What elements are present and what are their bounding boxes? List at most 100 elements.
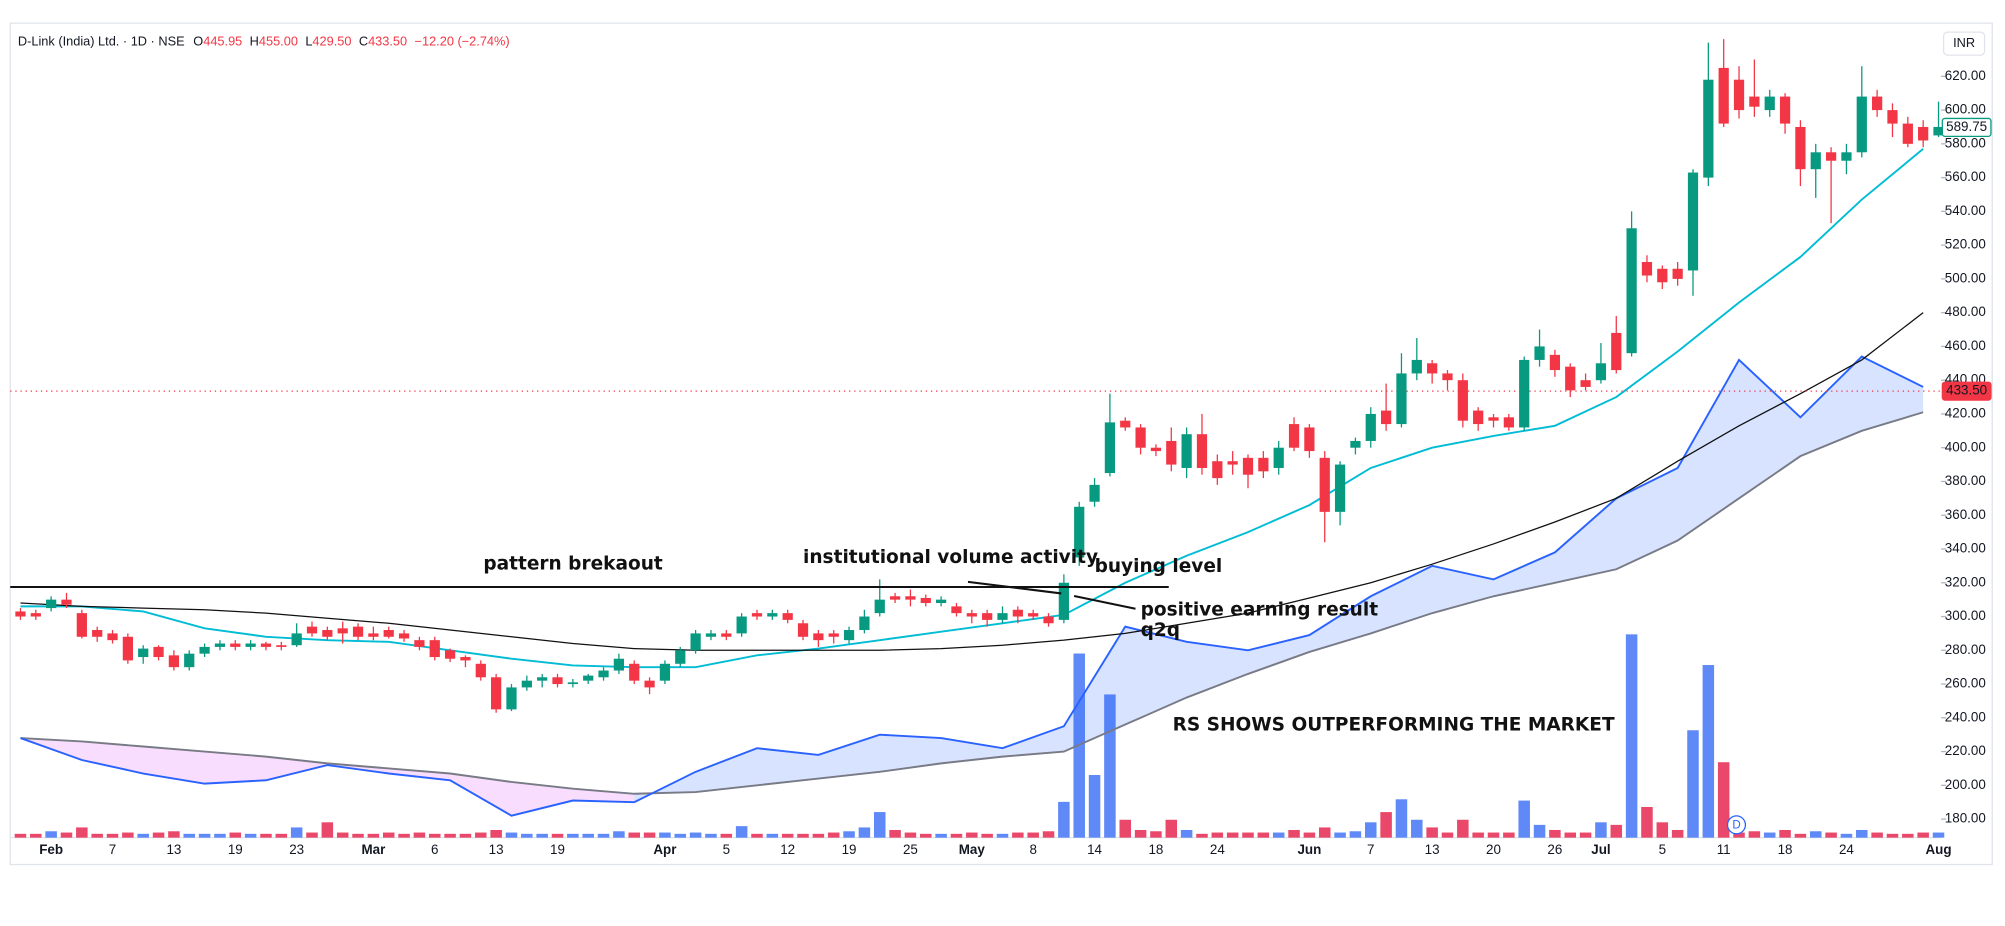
candle-body	[1012, 609, 1023, 617]
candle-body	[1104, 422, 1116, 474]
candle-body	[475, 663, 486, 678]
volume-bar	[1242, 832, 1254, 838]
volume-bar	[567, 833, 579, 838]
x-tick-label: Apr	[653, 842, 677, 857]
candle-body	[782, 613, 793, 620]
x-tick-label: 24	[1839, 842, 1854, 857]
candle-body	[414, 640, 425, 647]
volume-bar	[1671, 829, 1684, 838]
volume-bar	[1564, 832, 1576, 838]
volume-bar	[444, 833, 456, 838]
volume-bar	[1794, 833, 1807, 838]
volume-bar	[1226, 832, 1239, 838]
rs-fill	[1739, 359, 1801, 499]
volume-bar	[1196, 833, 1208, 838]
candle-body	[767, 613, 778, 617]
volume-bar	[91, 833, 103, 838]
candle-body	[905, 596, 916, 600]
candle-body	[352, 626, 364, 637]
volume-bar	[1165, 819, 1178, 838]
x-tick-label: 19	[842, 842, 857, 857]
volume-bar	[720, 833, 733, 838]
price-tag-label: 589.75	[1946, 119, 1987, 134]
candle-body	[1350, 440, 1361, 448]
volume-bar	[30, 833, 42, 838]
candle-body	[1918, 126, 1929, 141]
candle-body	[1580, 380, 1591, 387]
candle-body	[1503, 417, 1514, 428]
volume-bar	[735, 826, 748, 838]
candle-body	[107, 633, 118, 641]
rs-fill	[1800, 356, 1862, 457]
candle-body	[1703, 79, 1714, 178]
candle-body	[1043, 616, 1054, 624]
rs-fill	[388, 768, 451, 781]
candle-body	[644, 680, 655, 688]
volume-bar	[229, 832, 242, 838]
x-tick-label: 26	[1547, 842, 1562, 857]
rs-fill	[572, 788, 635, 803]
candle-body	[76, 613, 87, 637]
y-tick-label: 420.00	[1945, 405, 1986, 420]
volume-bar	[398, 833, 410, 838]
volume-bar	[1763, 832, 1776, 838]
y-tick-label: 560.00	[1945, 169, 1986, 184]
candle-body	[1380, 410, 1392, 425]
candle-body	[383, 630, 394, 637]
volume-bar	[827, 832, 840, 838]
x-tick-label: 6	[431, 842, 438, 857]
annotation: q2q	[1141, 620, 1180, 641]
volume-bar	[643, 832, 656, 838]
candle-body	[1856, 96, 1867, 153]
volume-bar	[1457, 819, 1469, 838]
symbol: D-Link (India) Ltd. · 1D · NSE	[18, 34, 185, 49]
candle-body	[1227, 461, 1238, 465]
candle-body	[1242, 457, 1254, 475]
candle-body	[613, 658, 625, 671]
rs-fill	[879, 734, 942, 772]
rs-fill	[1554, 498, 1617, 583]
candle-body	[398, 633, 410, 639]
volume-bar	[413, 832, 426, 838]
volume-bar	[1779, 829, 1791, 838]
volume-bar	[352, 833, 364, 838]
volume-bar	[505, 832, 518, 838]
volume-bar	[1871, 832, 1883, 838]
x-tick-label: 19	[228, 842, 243, 857]
candle-body	[552, 677, 563, 685]
volume-bar	[1487, 832, 1500, 838]
candle-body	[598, 670, 609, 678]
volume-bar	[1610, 824, 1623, 838]
candle-body	[1365, 413, 1376, 441]
rs-fill	[1248, 635, 1310, 674]
volume-bar	[751, 833, 763, 838]
volume-bar	[628, 832, 640, 838]
volume-bar	[1027, 832, 1039, 838]
candle-body	[1411, 359, 1422, 374]
volume-bar	[674, 833, 687, 838]
candle-body	[583, 675, 594, 681]
volume-bar	[1595, 822, 1607, 838]
candle-body	[1427, 363, 1438, 374]
volume-bar	[1272, 832, 1285, 838]
candle-body	[245, 643, 256, 647]
candle-body	[1549, 354, 1561, 371]
candle-body	[629, 663, 640, 681]
candle-body	[1887, 110, 1898, 124]
x-tick-label: 20	[1486, 842, 1501, 857]
volume-bar	[60, 832, 73, 838]
x-tick-label: 23	[289, 842, 304, 857]
candle-body	[813, 633, 824, 641]
rs-fill	[143, 746, 205, 784]
rs-fill	[1432, 565, 1494, 614]
candle-body	[1595, 363, 1607, 381]
currency-box[interactable]	[1942, 31, 1986, 56]
event-marker-label: D	[1732, 820, 1740, 832]
volume-bar	[1902, 833, 1914, 838]
volume-bar	[1932, 832, 1945, 838]
candle-body	[1902, 123, 1913, 144]
candle-body	[690, 633, 701, 651]
volume-bar	[935, 833, 947, 838]
volume-bar	[1042, 831, 1055, 838]
volume-bar	[1687, 730, 1699, 838]
